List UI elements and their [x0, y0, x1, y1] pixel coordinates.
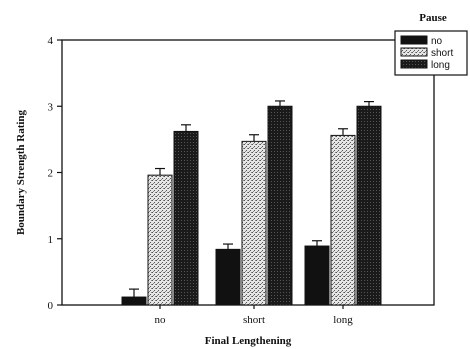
- legend-swatch-short: [400, 47, 428, 57]
- bar-long-long: [356, 105, 382, 306]
- x-tick-label: long: [333, 314, 353, 326]
- y-tick-label: 2: [48, 168, 54, 180]
- x-tick-label: no: [155, 314, 167, 326]
- legend-title: Pause: [419, 12, 447, 24]
- x-axis-label: Final Lengthening: [205, 335, 292, 347]
- legend-swatch-no: [400, 35, 428, 45]
- bar-long-no: [173, 130, 199, 306]
- legend-label-long: long: [431, 60, 450, 71]
- y-axis-label: Boundary Strength Rating: [15, 109, 27, 235]
- y-tick-label: 4: [48, 35, 54, 47]
- y-tick-label: 1: [48, 234, 54, 246]
- bar-long-short: [267, 105, 293, 306]
- legend-swatch-long: [400, 59, 428, 69]
- bar-short-short: [241, 140, 267, 306]
- y-tick-label: 0: [48, 300, 54, 312]
- y-tick-label: 3: [48, 101, 54, 113]
- bar-no-short: [215, 248, 241, 306]
- bar-short-no: [147, 174, 173, 306]
- legend-label-short: short: [431, 48, 453, 59]
- bar-no-no: [121, 296, 147, 306]
- bar-no-long: [304, 245, 330, 306]
- legend-label-no: no: [431, 36, 443, 47]
- x-tick-label: short: [243, 314, 265, 326]
- bar-short-long: [330, 134, 356, 306]
